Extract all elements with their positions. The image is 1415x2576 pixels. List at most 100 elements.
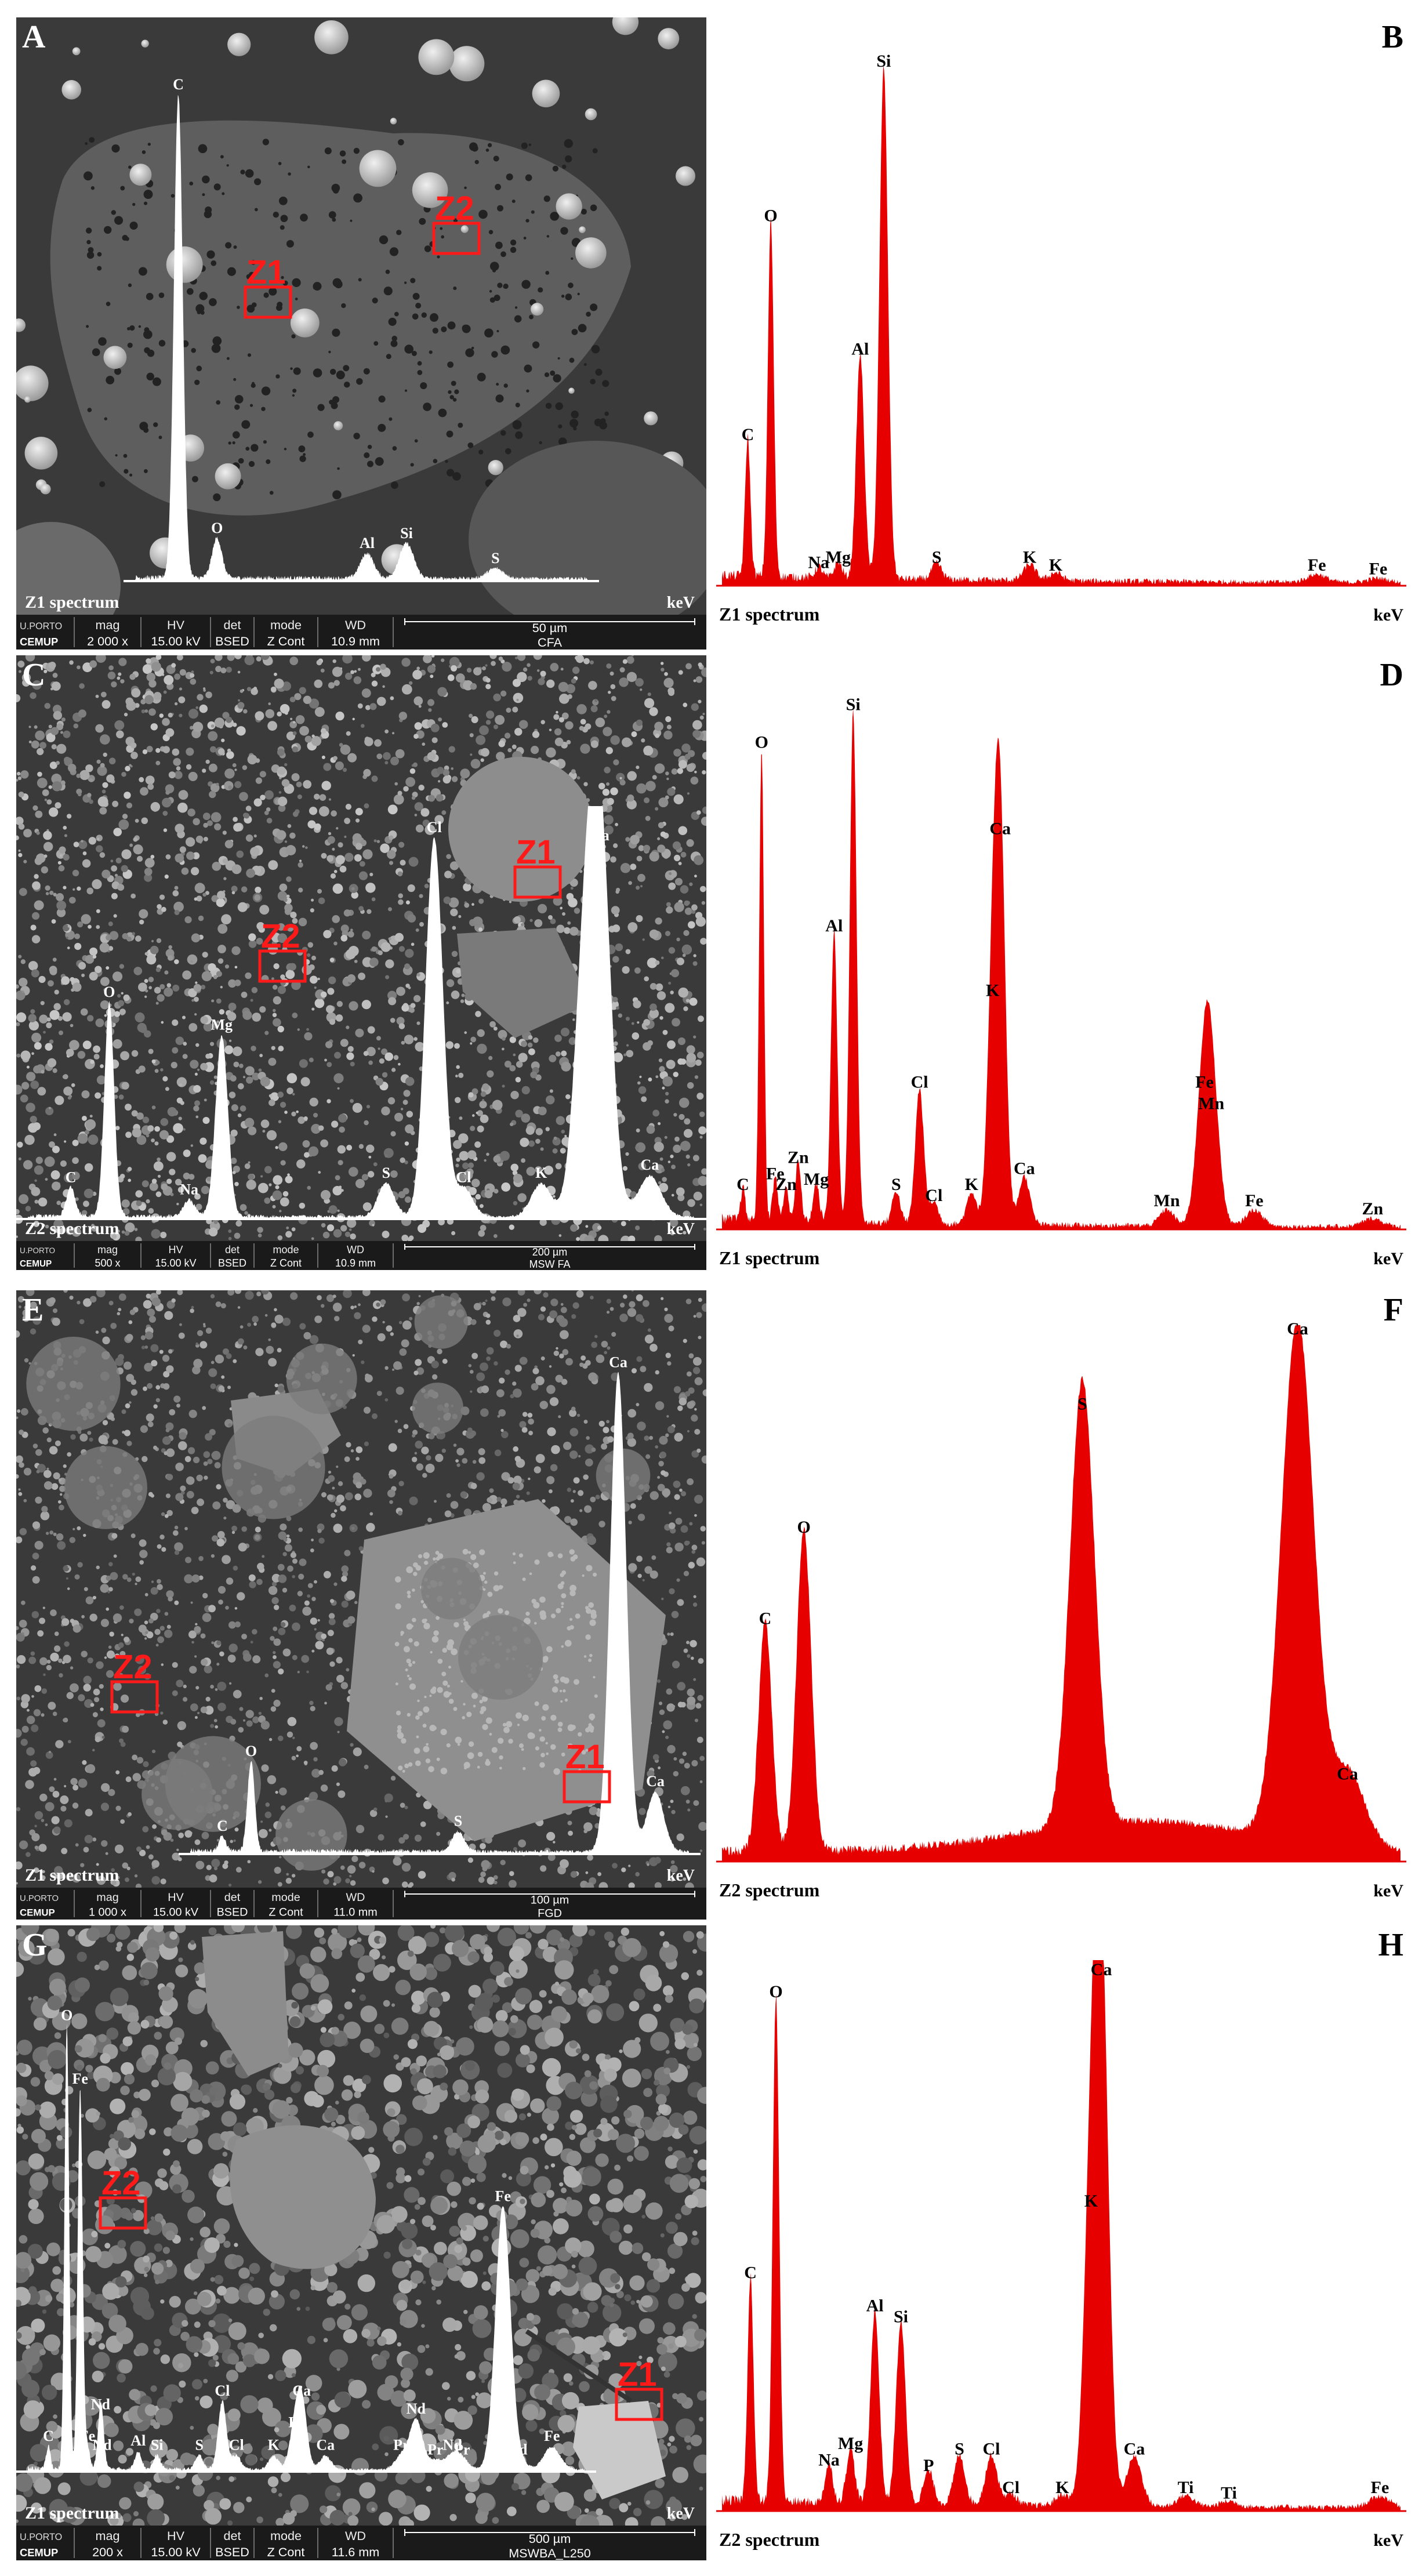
inset-peak-label: Si	[151, 2437, 164, 2454]
inset-unit: keV	[667, 2505, 695, 2523]
spectrum-peak-label: C	[759, 1609, 772, 1628]
panel-letter-e: E	[22, 1292, 43, 1328]
inset-unit: keV	[667, 1867, 695, 1885]
spectrum-peak-label: K	[965, 1175, 979, 1194]
spectrum-peak-label: Ca	[1014, 1159, 1035, 1178]
sem-texture	[16, 655, 706, 1241]
zone-label-z2: Z2	[435, 190, 474, 227]
infobar-logo-bottom: CEMUP	[20, 1259, 52, 1269]
infobar-logo-top: U.PORTO	[20, 2532, 62, 2542]
spectrum-peak-label: Cl	[1002, 2478, 1019, 2497]
infobar-label-mode: mode	[271, 1891, 300, 1904]
zone-box-z2	[110, 1680, 159, 1714]
zone-box-z2	[258, 949, 307, 983]
spectrum-peak-label: O	[797, 1518, 811, 1537]
infobar-value-hv: 15.00 kV	[153, 1906, 199, 1918]
sample-name: MSWBA_L250	[509, 2546, 591, 2560]
spectrum-peak-label: Mg	[804, 1170, 829, 1189]
panel-letter-f: F	[1384, 1292, 1403, 1328]
spectrum-peak-label: C	[742, 425, 754, 444]
sem-infobar	[16, 2526, 706, 2560]
spectrum-peak-label: Fe	[1308, 556, 1326, 575]
infobar-logo-bottom: CEMUP	[20, 1907, 55, 1918]
sem-inset-spectrum: C O Al Si S Z1 spectrum keV	[25, 76, 695, 612]
inset-peak-label: Nd	[92, 2437, 112, 2454]
sample-name: MSW FA	[529, 1258, 571, 1270]
infobar-label-det: det	[225, 1244, 240, 1256]
infobar-value-wd: 10.9 mm	[335, 1257, 376, 1269]
panel-letter-d: D	[1380, 657, 1403, 693]
spectrum-peak-label: Fe	[1195, 1073, 1214, 1092]
infobar-logo-bottom: CEMUP	[20, 636, 58, 648]
sem-infobar	[16, 615, 706, 650]
infobar-label-wd: WD	[347, 1244, 364, 1256]
inset-unit: keV	[667, 594, 695, 612]
infobar-value-mode: Z Cont	[267, 634, 305, 648]
spectrum-peak-label: Mg	[826, 547, 851, 567]
inset-peak-label: Pr	[427, 2441, 443, 2458]
infobar-value-wd: 11.6 mm	[332, 2545, 379, 2559]
infobar-label-mode: mode	[270, 618, 302, 632]
spectrum-peak-label: Ca	[1287, 1319, 1308, 1338]
infobar-logo-bottom: CEMUP	[20, 2546, 58, 2559]
spectrum-peak-label: Ca	[1337, 1765, 1358, 1784]
infobar-logo-top: U.PORTO	[20, 621, 62, 632]
infobar-label-hv: HV	[168, 1244, 183, 1256]
spectrum-trace	[722, 1325, 1401, 1862]
spectrum-trace	[722, 65, 1401, 586]
spectrum-peak-label: K	[986, 981, 1000, 1000]
zone-label-z1: Z1	[618, 2356, 657, 2393]
inset-peak-label: Nd	[443, 2437, 463, 2454]
spectrum-peak-label: Zn	[788, 1148, 809, 1167]
inset-spectrum-trace	[135, 95, 587, 580]
spectrum-unit: keV	[1373, 1249, 1403, 1268]
inset-peak-label: O	[61, 2007, 72, 2024]
infobar-label-det: det	[223, 2528, 241, 2543]
infobar-label-hv: HV	[167, 618, 185, 632]
inset-peak-label: C	[173, 76, 184, 93]
spectrum-peak-label: K	[1023, 547, 1037, 567]
spectrum-unit: keV	[1373, 605, 1403, 625]
inset-peak-label: Ca	[591, 827, 609, 844]
spectrum-peak-label: P	[923, 2456, 934, 2475]
spectrum-unit: keV	[1373, 2531, 1403, 2550]
panel-letter-b: B	[1382, 19, 1403, 55]
spectrum-peak-label: Na	[818, 2451, 840, 2470]
inset-peak-label: C	[43, 2428, 54, 2444]
inset-peak-label: Ca	[641, 1156, 659, 1173]
inset-peak-label: Ca	[316, 2437, 335, 2454]
inset-peak-label: Nd	[91, 2396, 111, 2412]
infobar-label-mag: mag	[95, 2528, 119, 2543]
zone-box-z2	[432, 222, 481, 255]
zone-box-z1	[615, 2388, 663, 2421]
spectrum-peak-label: K	[1049, 556, 1063, 575]
spectrum-trace	[722, 709, 1401, 1229]
inset-peak-label: O	[245, 1743, 257, 1759]
infobar-value-det: BSED	[218, 1257, 246, 1269]
panel-letter-h: H	[1378, 1927, 1403, 1963]
inset-caption: Z2 spectrum	[25, 1219, 119, 1238]
spectrum-peak-label: Mg	[838, 2434, 863, 2453]
inset-peak-label: Ca	[609, 1354, 627, 1370]
spectrum-peak-label: C	[744, 2263, 757, 2283]
inset-peak-label: Si	[400, 525, 413, 542]
spectrum-peak-label: S	[1077, 1394, 1087, 1413]
infobar-value-mode: Z Cont	[270, 1257, 302, 1269]
spectrum-peak-label: Ca	[1091, 1960, 1112, 1979]
inset-peak-label: Nd	[407, 2400, 426, 2417]
inset-peak-label: S	[382, 1164, 390, 1181]
inset-peak-label: Ca	[292, 2382, 311, 2399]
inset-peak-label: Fe	[72, 2070, 88, 2087]
infobar-label-wd: WD	[346, 1891, 365, 1904]
infobar-value-hv: 15.00 kV	[151, 2545, 201, 2559]
spectrum-peak-label: S	[932, 547, 942, 567]
spectrum-peak-label: Cl	[925, 1186, 942, 1205]
sem-particle	[50, 120, 632, 516]
spectrum-trace	[722, 1960, 1401, 2511]
infobar-value-mode: Z Cont	[267, 2545, 305, 2559]
inset-peak-label: K	[579, 971, 591, 988]
zone-box-z2	[99, 2196, 147, 2230]
spectrum-peak-label: O	[755, 733, 768, 752]
